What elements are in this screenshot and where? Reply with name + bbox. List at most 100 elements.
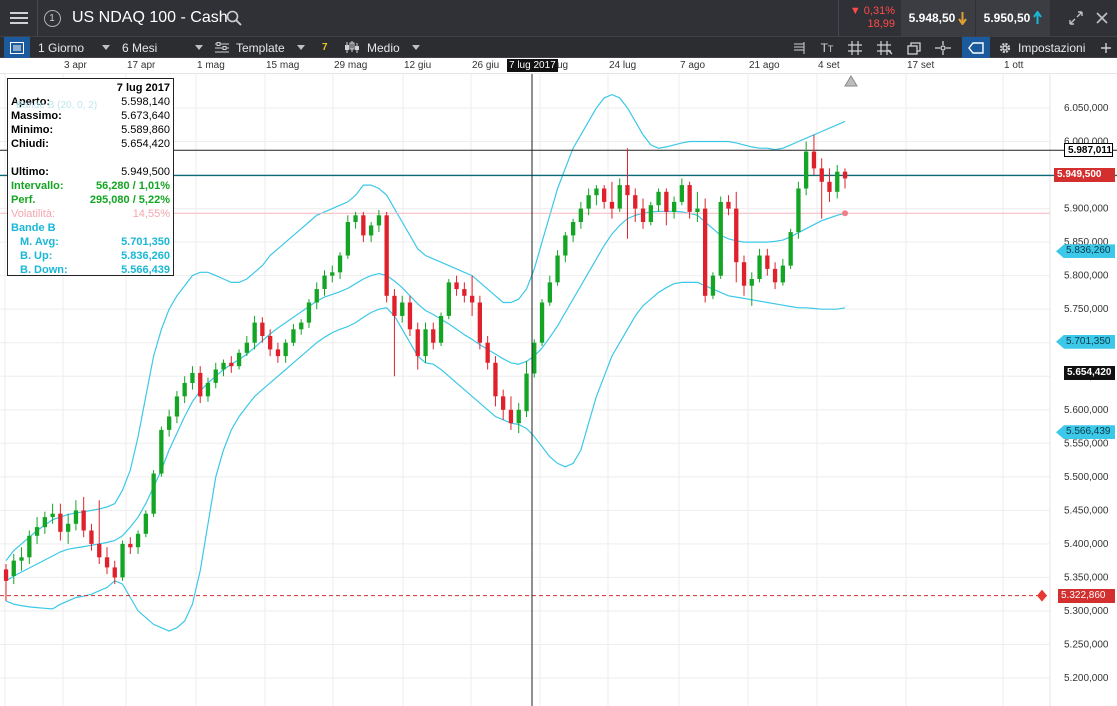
plus-icon bbox=[1101, 42, 1111, 53]
info-row-volatility: Volatilità: 14,55% bbox=[11, 207, 170, 221]
date-axis-label: 21 ago bbox=[749, 60, 780, 71]
candle-body bbox=[143, 513, 148, 534]
candle-body bbox=[213, 369, 218, 383]
candle-body bbox=[578, 208, 583, 222]
instrument-title: US NDAQ 100 - Cash bbox=[72, 9, 228, 26]
price-axis-label: 5.200,000 bbox=[1064, 673, 1109, 684]
price-axis-label: 5.550,000 bbox=[1064, 438, 1109, 449]
candle-body bbox=[322, 275, 327, 289]
bande-rows: M. Avg: 5.701,350 B. Up: 5.836,260 B. Down: 5… bbox=[11, 235, 170, 277]
info-value: 5.589,860 bbox=[121, 124, 170, 136]
info-date: 7 lug 2017 bbox=[116, 82, 170, 94]
candle-body bbox=[268, 336, 273, 350]
price-tag-crosshair: 5.987,011 bbox=[1064, 143, 1113, 158]
list-settings-button[interactable] bbox=[786, 37, 812, 58]
candle-body bbox=[314, 289, 319, 303]
candle-body bbox=[34, 527, 40, 536]
chart-style-select[interactable]: Medio bbox=[344, 37, 420, 58]
search-icon[interactable] bbox=[224, 0, 244, 36]
candle-body bbox=[58, 513, 63, 532]
template-select[interactable]: Template bbox=[214, 37, 305, 58]
text-size-button[interactable]: TT bbox=[814, 37, 840, 58]
chevron-down-icon bbox=[195, 45, 204, 50]
price-tag-b-down: 5.566,439 bbox=[1056, 425, 1115, 440]
candle-body bbox=[135, 533, 141, 548]
info-row: Chiudi: 5.654,420 bbox=[11, 137, 170, 151]
instrument-number-button[interactable]: 1 bbox=[38, 0, 66, 36]
candle-body bbox=[811, 151, 817, 169]
plus-button[interactable] bbox=[1099, 37, 1113, 58]
gear-icon bbox=[999, 42, 1011, 53]
candle-body bbox=[819, 168, 824, 182]
candle-body bbox=[640, 208, 646, 222]
buy-button[interactable]: 5.950,50 bbox=[976, 0, 1050, 36]
candle-body bbox=[446, 282, 451, 316]
candle-body bbox=[104, 557, 110, 568]
candle-body bbox=[625, 185, 630, 196]
candle-body bbox=[174, 396, 180, 417]
grid-button[interactable] bbox=[842, 37, 868, 58]
ohlc-rows: Aperto: 5.598,140 Massimo: 5.673,640 Minimo:… bbox=[11, 95, 170, 151]
price-axis-label: 5.800,000 bbox=[1064, 271, 1109, 282]
price-axis-label: 5.450,000 bbox=[1064, 505, 1109, 516]
sell-price: 5.948,50 bbox=[908, 11, 956, 25]
candle-body bbox=[780, 265, 785, 283]
candle-body bbox=[236, 352, 242, 367]
candle-body bbox=[198, 372, 203, 397]
price-tag-button[interactable] bbox=[962, 37, 990, 58]
list-view-button[interactable] bbox=[4, 37, 30, 58]
info-label: Aperto: bbox=[11, 96, 51, 108]
date-axis-label: 4 set bbox=[818, 60, 840, 71]
crosshair-button[interactable] bbox=[872, 37, 898, 58]
info-row: Aperto: 5.598,140 bbox=[11, 95, 170, 109]
sell-button[interactable]: 5.948,50 bbox=[901, 0, 975, 36]
info-row-perf: Perf. 295,080 / 5,22% bbox=[11, 193, 170, 207]
candle-body bbox=[765, 255, 770, 269]
candle-body bbox=[664, 191, 669, 212]
range-select[interactable]: 6 Mesi bbox=[122, 37, 204, 58]
hamburger-icon bbox=[9, 17, 28, 19]
candle-body bbox=[299, 322, 304, 330]
chevron-down-icon bbox=[102, 45, 111, 50]
date-axis-label: 24 lug bbox=[609, 60, 637, 71]
crosshair-date-label: 7 lug 2017 bbox=[507, 59, 558, 72]
candle-body bbox=[252, 322, 257, 343]
candle-body bbox=[11, 560, 16, 576]
interval-select[interactable]: 1 Giorno bbox=[38, 37, 111, 58]
candle-body bbox=[97, 543, 102, 558]
info-value: 5.566,439 bbox=[121, 264, 170, 276]
candle-body bbox=[571, 222, 576, 236]
layers-button[interactable] bbox=[902, 37, 928, 58]
alert-diamond-icon bbox=[1037, 589, 1047, 602]
candle-body bbox=[283, 342, 288, 357]
candle-body bbox=[563, 235, 568, 256]
close-button[interactable] bbox=[1090, 0, 1114, 36]
change-absolute: 18,99 bbox=[867, 18, 895, 30]
settings-button[interactable]: Impostazioni bbox=[998, 37, 1085, 58]
candle-body bbox=[50, 513, 55, 518]
date-axis-label: 7 ago bbox=[680, 60, 706, 71]
price-axis-label: 5.300,000 bbox=[1064, 606, 1109, 617]
range-label: 6 Mesi bbox=[122, 40, 158, 55]
price-axis-label: 5.750,000 bbox=[1064, 304, 1109, 315]
candle-body bbox=[539, 302, 545, 343]
price-axis-label: 6.000,000 bbox=[1064, 137, 1109, 148]
candle-body bbox=[710, 275, 716, 296]
candle-body bbox=[454, 282, 459, 290]
info-label: Perf. bbox=[11, 194, 36, 206]
chart-style-label: Medio bbox=[367, 40, 400, 55]
list-icon bbox=[10, 41, 24, 54]
hamburger-menu-button[interactable] bbox=[0, 0, 38, 36]
candle-body bbox=[407, 302, 413, 330]
volatility-dot bbox=[842, 210, 848, 217]
layers-icon bbox=[907, 41, 921, 55]
candle-body bbox=[221, 362, 226, 370]
candle-body bbox=[633, 195, 638, 209]
expand-button[interactable] bbox=[1064, 0, 1088, 36]
price-axis-label: 5.500,000 bbox=[1064, 472, 1109, 483]
magnet-button[interactable] bbox=[930, 37, 956, 58]
info-value: 56,280 / 1,01% bbox=[95, 180, 170, 192]
candle-body bbox=[182, 382, 187, 397]
date-axis-label: 29 mag bbox=[334, 60, 368, 71]
tag-icon bbox=[968, 41, 984, 54]
